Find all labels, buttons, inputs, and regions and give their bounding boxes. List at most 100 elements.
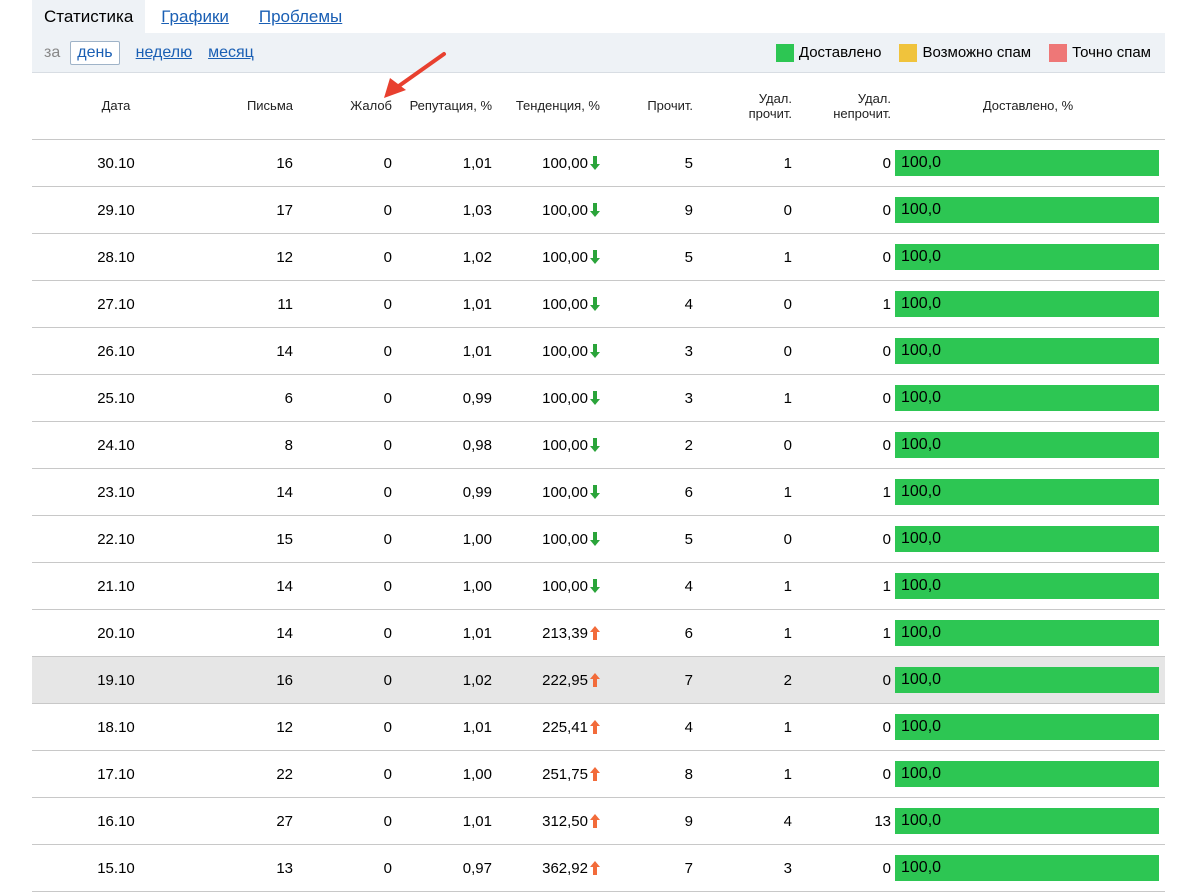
table-row: 27.10 11 0 1,01 100,00 4 0 1 100,0 (32, 280, 1165, 328)
table-row: 19.10 16 0 1,02 222,95 7 2 0 100,0 (32, 656, 1165, 704)
cell-complaints: 0 (293, 703, 392, 751)
trend-text: 100,00 (542, 436, 588, 454)
period-week-link[interactable]: неделю (135, 43, 193, 61)
arrow-up-icon (590, 767, 600, 781)
period-day-button[interactable]: день (70, 40, 120, 65)
cell-reputation: 1,00 (392, 750, 492, 798)
cell-deleted-unread: 0 (792, 233, 891, 281)
cell-date: 24.10 (32, 421, 200, 469)
cell-complaints: 0 (293, 609, 392, 657)
cell-reputation: 0,99 (392, 374, 492, 422)
trend-value: 100,00 (542, 531, 600, 548)
table-row: 17.10 22 0 1,00 251,75 8 1 0 100,0 (32, 750, 1165, 798)
cell-delivered: 100,0 (891, 750, 1165, 798)
table-row: 16.10 27 0 1,01 312,50 9 4 13 100,0 (32, 797, 1165, 845)
cell-complaints: 0 (293, 327, 392, 375)
trend-text: 100,00 (542, 201, 588, 219)
trend-text: 251,75 (542, 765, 588, 783)
delivered-bar: 100,0 (895, 150, 1159, 176)
cell-reputation: 0,99 (392, 468, 492, 516)
legend: Доставлено Возможно спам Точно спам (758, 43, 1151, 62)
cell-delivered: 100,0 (891, 186, 1165, 234)
trend-value: 362,92 (542, 860, 600, 877)
tab-statistics[interactable]: Статистика (32, 0, 146, 33)
cell-date: 21.10 (32, 562, 200, 610)
header-trend: Тенденция, % (492, 72, 608, 140)
arrow-up-icon (590, 861, 600, 875)
legend-label-delivered: Доставлено (798, 44, 882, 61)
period-month-link[interactable]: месяц (208, 43, 254, 61)
cell-delivered: 100,0 (891, 656, 1165, 704)
cell-read: 9 (608, 186, 693, 234)
tab-charts[interactable]: Графики (161, 6, 229, 26)
trend-value: 100,00 (542, 484, 600, 501)
cell-trend: 100,00 (492, 280, 608, 328)
trend-value: 100,00 (542, 437, 600, 454)
legend-label-spam: Точно спам (1072, 44, 1151, 61)
cell-trend: 312,50 (492, 797, 608, 845)
tab-problems[interactable]: Проблемы (258, 6, 343, 26)
header-deleted-read-line2: прочит. (748, 105, 792, 121)
delivered-bar: 100,0 (895, 667, 1159, 693)
cell-date: 30.10 (32, 139, 200, 187)
header-read: Прочит. (608, 72, 693, 140)
trend-value: 312,50 (542, 813, 600, 830)
cell-delivered: 100,0 (891, 797, 1165, 845)
cell-letters: 15 (200, 515, 293, 563)
cell-deleted-read: 1 (693, 750, 792, 798)
cell-letters: 13 (200, 844, 293, 892)
cell-deleted-unread: 0 (792, 186, 891, 234)
cell-delivered: 100,0 (891, 562, 1165, 610)
cell-reputation: 1,02 (392, 233, 492, 281)
cell-read: 5 (608, 233, 693, 281)
cell-deleted-unread: 0 (792, 139, 891, 187)
arrow-down-icon (590, 156, 600, 170)
arrow-down-icon (590, 391, 600, 405)
cell-deleted-read: 0 (693, 327, 792, 375)
cell-date: 16.10 (32, 797, 200, 845)
trend-value: 100,00 (542, 202, 600, 219)
cell-complaints: 0 (293, 844, 392, 892)
cell-letters: 14 (200, 327, 293, 375)
cell-delivered: 100,0 (891, 703, 1165, 751)
cell-read: 4 (608, 703, 693, 751)
table-row: 26.10 14 0 1,01 100,00 3 0 0 100,0 (32, 327, 1165, 375)
arrow-down-icon (590, 485, 600, 499)
cell-trend: 100,00 (492, 139, 608, 187)
delivered-bar: 100,0 (895, 291, 1159, 317)
delivered-bar: 100,0 (895, 526, 1159, 552)
cell-reputation: 1,01 (392, 797, 492, 845)
table-row: 21.10 14 0 1,00 100,00 4 1 1 100,0 (32, 562, 1165, 610)
cell-deleted-read: 1 (693, 562, 792, 610)
cell-deleted-unread: 0 (792, 515, 891, 563)
cell-complaints: 0 (293, 656, 392, 704)
cell-trend: 362,92 (492, 844, 608, 892)
cell-letters: 14 (200, 468, 293, 516)
cell-letters: 12 (200, 703, 293, 751)
cell-deleted-unread: 0 (792, 750, 891, 798)
trend-text: 100,00 (542, 577, 588, 595)
delivered-bar: 100,0 (895, 479, 1159, 505)
table-row: 23.10 14 0 0,99 100,00 6 1 1 100,0 (32, 468, 1165, 516)
cell-date: 27.10 (32, 280, 200, 328)
cell-deleted-unread: 0 (792, 421, 891, 469)
cell-deleted-read: 1 (693, 374, 792, 422)
cell-date: 18.10 (32, 703, 200, 751)
trend-text: 100,00 (542, 483, 588, 501)
cell-deleted-read: 1 (693, 233, 792, 281)
cell-read: 9 (608, 797, 693, 845)
arrow-up-icon (590, 720, 600, 734)
cell-read: 4 (608, 562, 693, 610)
cell-complaints: 0 (293, 468, 392, 516)
cell-deleted-read: 0 (693, 186, 792, 234)
header-reputation: Репутация, % (392, 72, 492, 140)
cell-deleted-unread: 1 (792, 468, 891, 516)
cell-trend: 100,00 (492, 515, 608, 563)
cell-deleted-unread: 0 (792, 656, 891, 704)
cell-deleted-unread: 1 (792, 609, 891, 657)
cell-delivered: 100,0 (891, 421, 1165, 469)
legend-swatch-maybe-spam (899, 43, 918, 62)
delivered-bar: 100,0 (895, 761, 1159, 787)
legend-item-maybe-spam: Возможно спам (899, 43, 1031, 62)
cell-trend: 225,41 (492, 703, 608, 751)
